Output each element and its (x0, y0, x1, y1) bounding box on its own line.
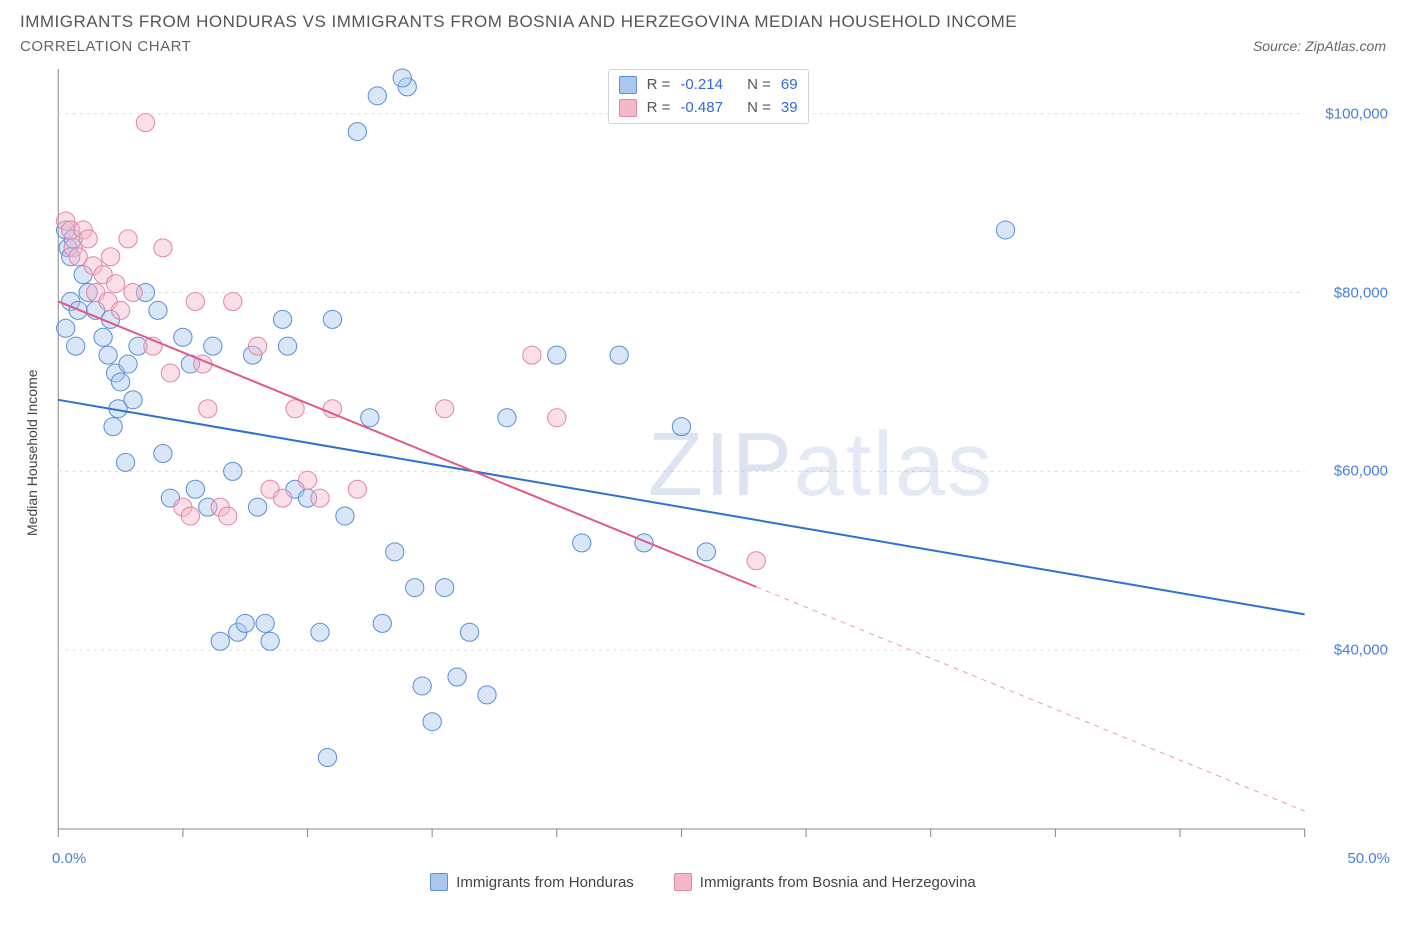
legend-label-series2: Immigrants from Bosnia and Herzegovina (700, 874, 976, 891)
r-value-1: -0.214 (680, 74, 723, 97)
chart-container: Median Household Income ZIPatlas R = -0.… (20, 63, 1386, 843)
n-label-1: N = (747, 74, 771, 97)
legend-item-series1: Immigrants from Honduras (430, 873, 634, 891)
stats-row-series2: R = -0.487 N = 39 (619, 97, 798, 120)
plot-area: ZIPatlas R = -0.214 N = 69 R = -0.487 N … (44, 63, 1386, 843)
bottom-legend: Immigrants from Honduras Immigrants from… (20, 873, 1386, 891)
n-value-1: 69 (781, 74, 798, 97)
n-value-2: 39 (781, 97, 798, 120)
chart-title: IMMIGRANTS FROM HONDURAS VS IMMIGRANTS F… (20, 12, 1386, 32)
chart-subtitle: CORRELATION CHART (20, 38, 191, 55)
y-tick-label: $100,000 (1325, 105, 1388, 122)
r-value-2: -0.487 (680, 97, 723, 120)
swatch-series1 (619, 76, 637, 94)
legend-swatch-series1 (430, 873, 448, 891)
y-tick-label: $80,000 (1334, 284, 1388, 301)
legend-swatch-series2 (674, 873, 692, 891)
stats-legend-box: R = -0.214 N = 69 R = -0.487 N = 39 (608, 69, 809, 124)
legend-label-series1: Immigrants from Honduras (456, 874, 634, 891)
r-label-1: R = (647, 74, 671, 97)
r-label-2: R = (647, 97, 671, 120)
stats-row-series1: R = -0.214 N = 69 (619, 74, 798, 97)
x-max-label: 50.0% (1347, 850, 1390, 867)
y-axis-label: Median Household Income (20, 63, 44, 843)
subtitle-row: CORRELATION CHART Source: ZipAtlas.com (20, 38, 1386, 55)
legend-item-series2: Immigrants from Bosnia and Herzegovina (674, 873, 976, 891)
source-credit: Source: ZipAtlas.com (1253, 38, 1386, 54)
swatch-series2 (619, 99, 637, 117)
y-tick-label: $40,000 (1334, 642, 1388, 659)
x-min-label: 0.0% (52, 850, 86, 867)
y-tick-label: $60,000 (1334, 463, 1388, 480)
plot-svg (44, 63, 1386, 843)
n-label-2: N = (747, 97, 771, 120)
